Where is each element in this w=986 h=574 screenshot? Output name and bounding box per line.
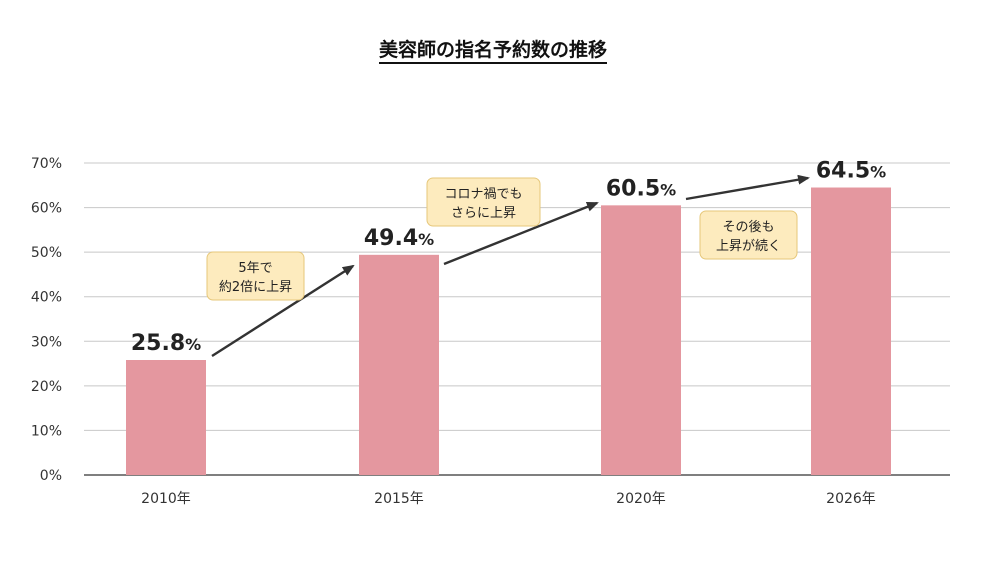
annotation-box: [699, 210, 798, 260]
bar-2026年: [811, 187, 891, 475]
trend-arrow: [443, 201, 599, 266]
annotation-text: その後も: [722, 220, 774, 235]
value-label: 25.8%: [131, 331, 201, 356]
annotation-box: [426, 177, 541, 227]
y-tick-label: 70%: [31, 156, 62, 172]
x-tick-label: 2026年: [826, 491, 876, 507]
trend-arrow: [685, 174, 810, 201]
bar-2015年: [359, 254, 439, 475]
y-tick-label: 20%: [31, 379, 62, 395]
annotation-text: コロナ禍でも: [444, 186, 522, 202]
trend-arrow: [211, 264, 355, 358]
y-tick-label: 30%: [31, 334, 62, 350]
y-tick-label: 60%: [31, 201, 62, 217]
annotation-text: 上昇が続く: [716, 239, 781, 254]
value-label: 49.4%: [364, 226, 434, 251]
x-tick-label: 2010年: [141, 491, 191, 507]
y-tick-label: 40%: [31, 290, 62, 306]
annotation-text: 約2倍に上昇: [219, 280, 292, 295]
bar-2020年: [601, 205, 681, 476]
annotation-text: 5年で: [238, 261, 272, 276]
chart-title-wrap: 美容師の指名予約数の推移: [0, 38, 986, 64]
value-label: 60.5%: [606, 176, 676, 201]
annotation-text: さらに上昇: [451, 206, 516, 221]
chart-title: 美容師の指名予約数の推移: [378, 39, 607, 64]
x-tick-label: 2015年: [374, 491, 424, 507]
y-tick-label: 10%: [31, 423, 62, 439]
x-tick-label: 2020年: [616, 491, 666, 507]
bar-2010年: [126, 360, 206, 475]
y-tick-label: 50%: [31, 245, 62, 261]
y-tick-label: 0%: [40, 468, 62, 484]
annotation-box: [206, 251, 305, 301]
value-label: 64.5%: [816, 159, 886, 184]
